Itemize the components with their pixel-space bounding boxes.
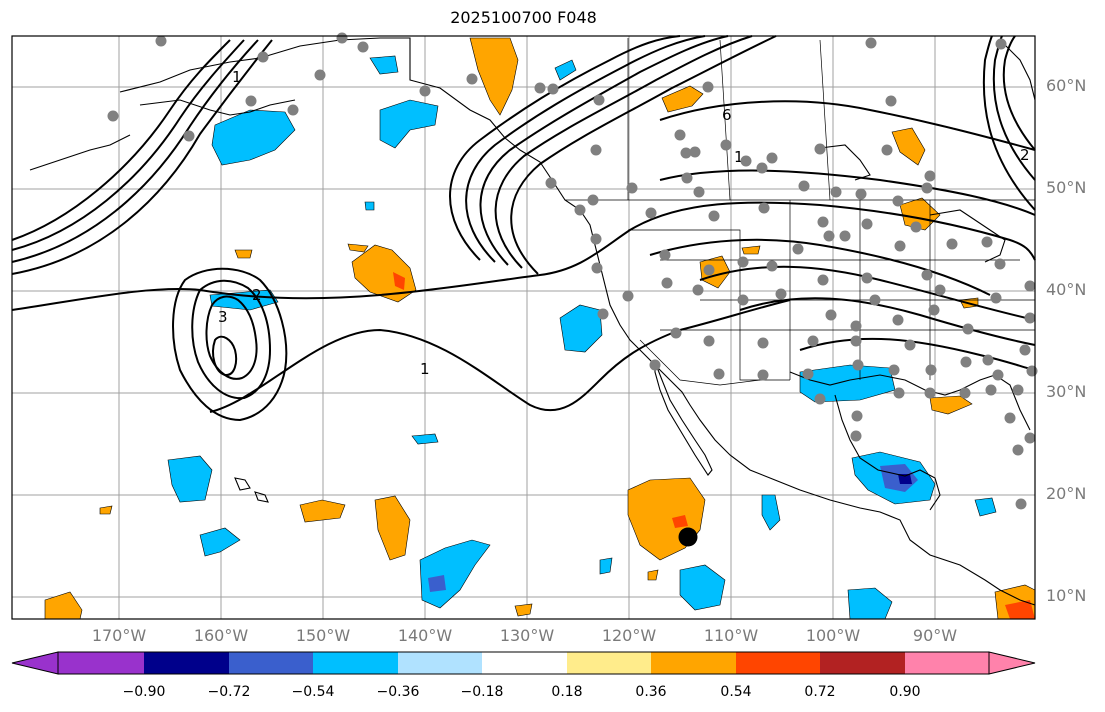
lon-label: 130°W [499,626,555,645]
colorbar-tick-label: −0.36 [376,684,420,700]
colorbar-segment [313,652,398,674]
orange-area [661,85,704,113]
orange-area [299,499,346,523]
orange-area [891,127,926,166]
contour-label: 2 [252,286,262,304]
blue-area [369,55,399,75]
blue-area [411,433,439,445]
lon-label: 160°W [193,626,249,645]
orange-area [647,569,659,581]
contour-label: 1 [232,68,242,86]
lat-label: 60°N [1046,76,1087,95]
colorbar-segment [820,652,905,674]
lon-label: 100°W [805,626,861,645]
orange-area [514,603,533,617]
lon-label: 120°W [601,626,657,645]
orange-area [393,272,405,290]
lon-label: 150°W [295,626,351,645]
anomaly-shading [44,37,1036,620]
black-marker [678,527,698,547]
blue-area [974,497,997,517]
orange-area [929,395,973,415]
blue-area [167,455,213,503]
contour-label: 1 [420,360,430,378]
blue-area [559,304,603,353]
map-border [11,35,1036,620]
contour-label-group: 1 2 3 6 1 1 2 [218,68,1030,378]
colorbar-segment [229,652,313,674]
orange-area [699,255,731,289]
colorbar-tick-label: −0.90 [122,684,166,700]
colorbar-segment [905,652,989,674]
contour-label: 1 [734,148,744,166]
map-title: 2025100700 F048 [450,8,597,27]
lon-label: 90°W [912,626,958,645]
colorbar-segment [58,652,144,674]
blue-area [379,99,439,149]
colorbar-tick-label: 0.18 [551,684,583,700]
lat-label: 40°N [1046,280,1087,299]
colorbar-tick-label: 0.36 [635,684,667,700]
contour-label: 2 [1020,146,1030,164]
colorbar-segment [398,652,482,674]
colorbar-segment [144,652,229,674]
blue-area [364,201,375,211]
colorbar-segment [651,652,736,674]
colorbar [11,651,1036,675]
map-frame [12,36,1035,619]
colorbar-tick-label: −0.18 [460,684,504,700]
blue-area [761,494,781,531]
orange-area [741,245,761,255]
orange-area [99,505,113,515]
orange-area [234,249,253,259]
contour-label: 6 [722,106,732,124]
blue-area [898,474,912,484]
colorbar-segment [482,652,567,674]
contour-label: 3 [218,308,228,326]
colorbar-tick-label: 0.54 [720,684,752,700]
lon-label: 110°W [703,626,759,645]
blue-area [679,564,726,611]
lon-label: 140°W [397,626,453,645]
colorbar-outline [57,651,990,675]
blue-area [847,587,893,620]
contour-lines [11,35,1036,422]
orange-area [672,515,688,528]
blue-area [211,109,296,166]
blue-area [428,575,446,592]
lat-label: 30°N [1046,382,1087,401]
lat-label: 10°N [1046,586,1087,605]
colorbar-segment [736,652,820,674]
lon-label: 170°W [91,626,147,645]
blue-area [554,59,577,81]
blue-area [199,527,241,557]
colorbar-tick-label: −0.72 [207,684,251,700]
colorbar-tick-label: 0.72 [804,684,836,700]
orange-area [347,243,369,253]
colorbar-right-arrow [988,651,1036,675]
orange-area [469,37,519,116]
orange-area [374,495,411,561]
colorbar-segment [567,652,651,674]
orange-area [1005,600,1035,619]
colorbar-left-arrow [11,651,59,675]
lat-label: 50°N [1046,178,1087,197]
orange-area [44,591,83,620]
blue-area [599,557,613,575]
colorbar-tick-label: 0.90 [889,684,921,700]
station-markers [107,32,1038,510]
colorbar-tick-label: −0.54 [291,684,335,700]
lat-label: 20°N [1046,484,1087,503]
